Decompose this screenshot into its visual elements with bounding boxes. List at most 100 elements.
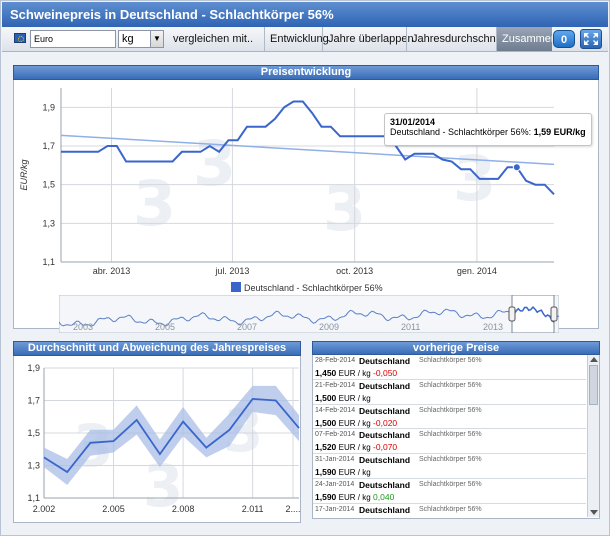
price-unit: EUR / kg: [338, 393, 371, 403]
fullscreen-icon[interactable]: [580, 29, 602, 49]
navigator-frame: [59, 295, 559, 333]
y-tick-label: 1,7: [42, 141, 55, 151]
navigator-selection[interactable]: [511, 295, 555, 333]
prices-scrollbar[interactable]: [587, 355, 599, 517]
y-tick-label: 1,5: [27, 428, 40, 438]
main-chart-header: Preisentwicklung: [13, 65, 599, 80]
avg-chart[interactable]: 3331,91,71,51,31,12.0022.0052.0082.0112.…: [13, 356, 301, 523]
price-value-line: 1,500 EUR / kg -0,020: [315, 418, 397, 428]
x-tick-label: oct. 2013: [336, 266, 373, 276]
price-date: 21-Feb-2014: [315, 381, 356, 389]
x-tick-label: abr. 2013: [93, 266, 131, 276]
price-value: 1,500: [315, 417, 337, 428]
navigator-year-label: 2005: [155, 322, 175, 332]
tab-entwicklung[interactable]: Entwicklung: [264, 27, 334, 51]
y-tick-label: 1,1: [27, 493, 40, 503]
watermark-logo: 3: [323, 172, 366, 245]
tooltip-value: 1,59 EUR/kg: [533, 127, 586, 137]
y-tick-label: 1,5: [42, 180, 55, 190]
price-value: 1,520: [315, 442, 337, 453]
tab-jahresdurchschnitt[interactable]: Jahresdurchschnitt: [406, 27, 509, 51]
scrollbar-thumb[interactable]: [589, 365, 598, 405]
price-list-item[interactable]: 28-Feb-2014 Deutschland Schlachtkörper 56%…: [313, 355, 586, 380]
price-list-item[interactable]: 21-Feb-2014 Deutschland Schlachtkörper 56%…: [313, 380, 586, 405]
price-series-line[interactable]: [61, 100, 555, 195]
watermark-logo: 3: [133, 167, 176, 240]
price-unit: EUR / kg: [338, 418, 371, 428]
highlighted-point[interactable]: [512, 163, 521, 172]
currency-select[interactable]: Euro: [30, 30, 116, 48]
navigator-year-label: 2013: [483, 322, 503, 332]
navigator-year-label: 2011: [401, 322, 420, 332]
price-unit: EUR / kg: [338, 468, 371, 478]
price-list-item[interactable]: 24-Jan-2014 Deutschland Schlachtkörper 56%…: [313, 479, 586, 504]
x-tick-label: 2.002: [33, 504, 56, 514]
price-product: Schlachtkörper 56%: [419, 381, 482, 389]
price-list-item[interactable]: 31-Jan-2014 Deutschland Schlachtkörper 56%…: [313, 454, 586, 479]
y-tick-label: 1,3: [27, 461, 40, 471]
price-date: 28-Feb-2014: [315, 357, 356, 364]
scroll-up-icon[interactable]: [590, 357, 598, 362]
price-change: -0,070: [373, 442, 398, 453]
navigator-handle[interactable]: [508, 306, 516, 322]
watermark-logo: 3: [193, 127, 236, 200]
eu-flag-icon: [14, 33, 26, 43]
chart-legend[interactable]: Deutschland - Schlachtkörper 56%: [231, 282, 383, 293]
price-list-item[interactable]: 07-Feb-2014 Deutschland Schlachtkörper 56%…: [313, 429, 586, 455]
price-product: Schlachtkörper 56%: [419, 505, 482, 513]
price-country: Deutschland: [359, 380, 411, 391]
price-country: Deutschland: [359, 430, 411, 441]
dropdown-arrow-icon[interactable]: ▼: [150, 31, 163, 47]
mean-series-line[interactable]: [43, 397, 300, 474]
compare-button[interactable]: vergleichen mit..: [173, 33, 254, 45]
scroll-down-icon[interactable]: [590, 510, 598, 515]
navigator-year-label: 2009: [319, 322, 339, 332]
price-value-line: 1,450 EUR / kg -0,050: [315, 368, 397, 378]
price-country: Deutschland: [359, 504, 411, 515]
x-tick-label: 2.005: [102, 504, 125, 514]
price-country: Deutschland: [359, 455, 411, 466]
prices-list[interactable]: 28-Feb-2014 Deutschland Schlachtkörper 56%…: [313, 355, 599, 517]
navigator-year-label: 2003: [73, 322, 93, 332]
tooltip-series: Deutschland - Schlachtkörper 56%:: [390, 127, 532, 137]
x-tick-label: 2....: [285, 504, 300, 514]
price-date: 14-Feb-2014: [315, 406, 356, 414]
tab-jahre-ueberlappen[interactable]: Jahre überlappen: [322, 27, 419, 51]
price-date: 07-Feb-2014: [315, 431, 356, 439]
price-list-item[interactable]: 14-Feb-2014 Deutschland Schlachtkörper 56%…: [313, 405, 586, 430]
range-navigator[interactable]: 2003 2005 2007 2009 2011 2013: [59, 295, 559, 333]
y-tick-label: 1,9: [27, 363, 40, 373]
tab-zusammen[interactable]: Zusammen: [496, 27, 552, 51]
y-tick-label: 1,7: [27, 396, 40, 406]
navigator-year-label: 2007: [237, 322, 257, 332]
price-product: Schlachtkörper 56%: [419, 406, 482, 414]
price-country: Deutschland: [359, 479, 411, 490]
y-tick-label: 1,3: [42, 218, 55, 228]
price-value: 1,590: [315, 467, 337, 478]
deviation-band: [44, 385, 299, 485]
price-product: Schlachtkörper 56%: [419, 431, 482, 439]
watermark-logo: 3: [143, 452, 183, 520]
x-tick-label: jul. 2013: [214, 266, 249, 276]
price-change: -0,020: [373, 417, 398, 428]
chart-tooltip: 31/01/2014 Deutschland - Schlachtkörper …: [384, 113, 592, 146]
unit-select[interactable]: kg ▼: [118, 30, 164, 48]
price-unit: EUR / kg: [338, 443, 371, 453]
price-value-line: 1,500 EUR / kg: [315, 393, 371, 403]
notification-badge[interactable]: 0: [553, 30, 575, 48]
navigator-handle[interactable]: [550, 306, 558, 322]
y-tick-label: 1,9: [42, 102, 55, 112]
legend-label: Deutschland - Schlachtkörper 56%: [244, 283, 383, 293]
price-value: 1,450: [315, 368, 337, 378]
tooltip-date: 31/01/2014: [390, 117, 436, 127]
price-country: Deutschland: [359, 356, 411, 366]
navigator-series: [59, 307, 559, 327]
x-tick-label: 2.011: [242, 504, 264, 514]
unit-select-value: kg: [122, 33, 134, 45]
price-product: Schlachtkörper 56%: [419, 456, 482, 464]
price-list-item[interactable]: 17-Jan-2014 Deutschland Schlachtkörper 56%: [313, 504, 586, 517]
navigator-selected-series: [511, 306, 555, 323]
price-unit: EUR / kg: [338, 492, 371, 502]
price-change: -0,050: [373, 368, 398, 378]
